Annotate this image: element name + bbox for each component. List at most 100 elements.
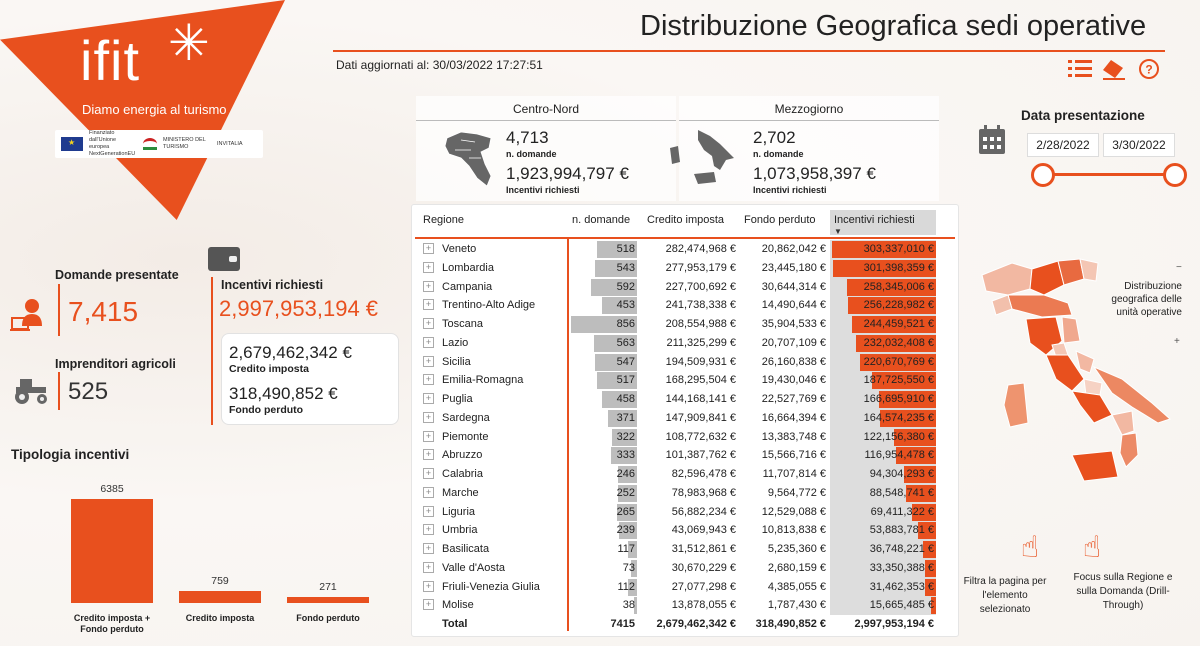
cell-fondo: 2,680,159 € [767, 561, 826, 574]
table-row[interactable]: + Liguria 265 56,882,234 € 12,529,088 € 69,41… [415, 502, 955, 522]
table-row[interactable]: + Lazio 563 211,325,299 € 20,707,109 € 232,03… [415, 333, 955, 353]
centro-nord-map-icon [441, 128, 497, 195]
expand-icon[interactable]: + [423, 318, 434, 329]
tipologia-bar[interactable] [179, 591, 261, 603]
table-row[interactable]: + Toscana 856 208,554,988 € 35,904,533 € 244,… [415, 315, 955, 334]
table-row[interactable]: + Sardegna 371 147,909,841 € 16,664,394 € 164… [415, 408, 955, 428]
domande-label: Domande presentate [55, 268, 179, 282]
incentivi-bar [912, 503, 936, 521]
cell-fondo: 5,235,360 € [767, 543, 826, 555]
expand-icon[interactable]: + [423, 336, 434, 348]
cell-credito: 211,325,299 € [666, 336, 736, 349]
domande-bar [602, 391, 637, 408]
expand-icon[interactable]: + [423, 468, 434, 479]
expand-icon[interactable]: + [423, 299, 434, 311]
incentivi-bar [856, 334, 936, 352]
help-icon[interactable]: ? [1138, 58, 1160, 86]
cell-credito: 168,295,504 € [665, 374, 736, 387]
total-fondo: 318,490,852 € [755, 618, 826, 630]
table-row[interactable]: + Basilicata 117 31,512,861 € 5,235,360 € 36,… [415, 540, 955, 559]
domande-bar [595, 353, 637, 371]
table-row[interactable]: + Emilia-Romagna 517 168,295,504 € 19,430,04… [415, 371, 955, 391]
table-row[interactable]: + Trentino-Alto Adige 453 241,738,338 € 14,4… [415, 296, 955, 316]
expand-icon[interactable]: + [423, 261, 434, 273]
date-to-input[interactable]: 3/30/2022 [1103, 133, 1175, 157]
table-row[interactable]: + Veneto 518 282,474,968 € 20,862,042 € 303,3… [415, 240, 955, 259]
th-incentivi[interactable]: Incentivi richiesti [834, 214, 915, 226]
table-row[interactable]: + Molise 38 13,878,055 € 1,787,430 € 15,665,4… [415, 596, 955, 616]
table-row[interactable]: + Puglia 458 144,168,141 € 22,527,769 € 166,6… [415, 390, 955, 409]
domande-value: 563 [616, 336, 635, 349]
italy-map[interactable] [972, 255, 1182, 490]
table-row[interactable]: + Sicilia 547 194,509,931 € 26,160,838 € 220,… [415, 352, 955, 372]
centro-nord-domande-label: n. domande [506, 149, 557, 159]
th-incentivi-bg [830, 210, 936, 235]
expand-icon[interactable]: + [423, 355, 434, 367]
eraser-icon[interactable] [1101, 58, 1127, 88]
table-row[interactable]: + Friuli-Venezia Giulia 112 27,077,298 € 4,3… [415, 577, 955, 597]
table-row[interactable]: + Lombardia 543 277,953,179 € 23,445,180 € 30… [415, 258, 955, 278]
svg-text:?: ? [1145, 63, 1152, 77]
table-row[interactable]: + Abruzzo 333 101,387,762 € 15,566,716 € 116,… [415, 446, 955, 466]
date-slider-start-handle[interactable] [1031, 163, 1055, 187]
cell-fondo: 23,445,180 € [761, 261, 826, 274]
incentivi-value: 232,032,408 € [863, 336, 934, 349]
table-row[interactable]: + Valle d'Aosta 73 30,670,229 € 2,680,159 € 3… [415, 558, 955, 578]
cell-domande: 453 [571, 297, 637, 315]
expand-icon[interactable]: + [423, 374, 434, 386]
th-domande[interactable]: n. domande [572, 214, 631, 226]
domande-bar [618, 484, 637, 502]
domande-bar [611, 447, 637, 465]
tap-hand-icon: ☝ [1020, 531, 1040, 564]
expand-icon[interactable]: + [423, 280, 434, 292]
mezzogiorno-domande-label: n. domande [753, 149, 804, 159]
map-zoom-out-icon[interactable]: − [1176, 262, 1182, 273]
table-row[interactable]: + Umbria 239 43,069,943 € 10,813,838 € 53,883… [415, 521, 955, 541]
date-slider-end-handle[interactable] [1163, 163, 1187, 187]
tipologia-bar-value: 759 [211, 575, 229, 587]
table-row[interactable]: + Calabria 246 82,596,478 € 11,707,814 € 94,3… [415, 465, 955, 484]
domande-bar [602, 297, 637, 315]
cell-fondo: 1,787,430 € [767, 599, 826, 612]
date-slider-track[interactable] [1043, 173, 1175, 176]
list-icon[interactable] [1068, 58, 1092, 86]
cell-credito: 277,953,179 € [665, 261, 736, 274]
cell-domande: 246 [571, 466, 637, 483]
th-fondo[interactable]: Fondo perduto [744, 214, 816, 226]
partner-ministry: MINISTERO DEL TURISMO [163, 137, 206, 150]
tipologia-bar[interactable] [287, 597, 369, 603]
map-zoom-in-icon[interactable]: + [1174, 336, 1180, 347]
total-label: Total [442, 618, 468, 630]
cell-credito: 144,168,141 € [665, 393, 736, 405]
expand-icon[interactable]: + [423, 524, 434, 536]
table-row[interactable]: + Campania 592 227,700,692 € 30,644,314 € 258… [415, 277, 955, 297]
cell-domande: 239 [571, 522, 637, 540]
updated-label: Dati aggiornati al: [336, 58, 430, 72]
expand-icon[interactable]: + [423, 393, 434, 404]
th-credito[interactable]: Credito imposta [647, 214, 725, 226]
date-from-input[interactable]: 2/28/2022 [1027, 133, 1099, 157]
expand-icon[interactable]: + [423, 243, 434, 254]
cell-domande: 322 [571, 428, 637, 446]
th-regione[interactable]: Regione [423, 214, 464, 226]
total-incentivi-value: 2,997,953,194 € [854, 618, 934, 630]
expand-icon[interactable]: + [423, 430, 434, 442]
expand-icon[interactable]: + [423, 449, 434, 461]
sort-desc-icon[interactable]: ▼ [834, 227, 842, 236]
table-row[interactable]: + Piemonte 322 108,772,632 € 13,383,748 € 122… [415, 427, 955, 447]
expand-icon[interactable]: + [423, 580, 434, 592]
expand-icon[interactable]: + [423, 543, 434, 554]
expand-icon[interactable]: + [423, 486, 434, 498]
expand-icon[interactable]: + [423, 599, 434, 611]
expand-icon[interactable]: + [423, 561, 434, 573]
cell-incentivi: 244,459,521 € [830, 315, 936, 334]
cell-incentivi: 258,345,006 € [830, 277, 936, 297]
expand-icon[interactable]: + [423, 505, 434, 517]
expand-icon[interactable]: + [423, 411, 434, 423]
tipologia-bar[interactable] [71, 499, 153, 603]
table-row[interactable]: + Marche 252 78,983,968 € 9,564,772 € 88,548,… [415, 483, 955, 503]
cell-regione: Friuli-Venezia Giulia [442, 580, 540, 593]
cell-credito: 43,069,943 € [671, 524, 736, 537]
incentivi-bar [879, 391, 936, 408]
area-divider [416, 120, 676, 121]
